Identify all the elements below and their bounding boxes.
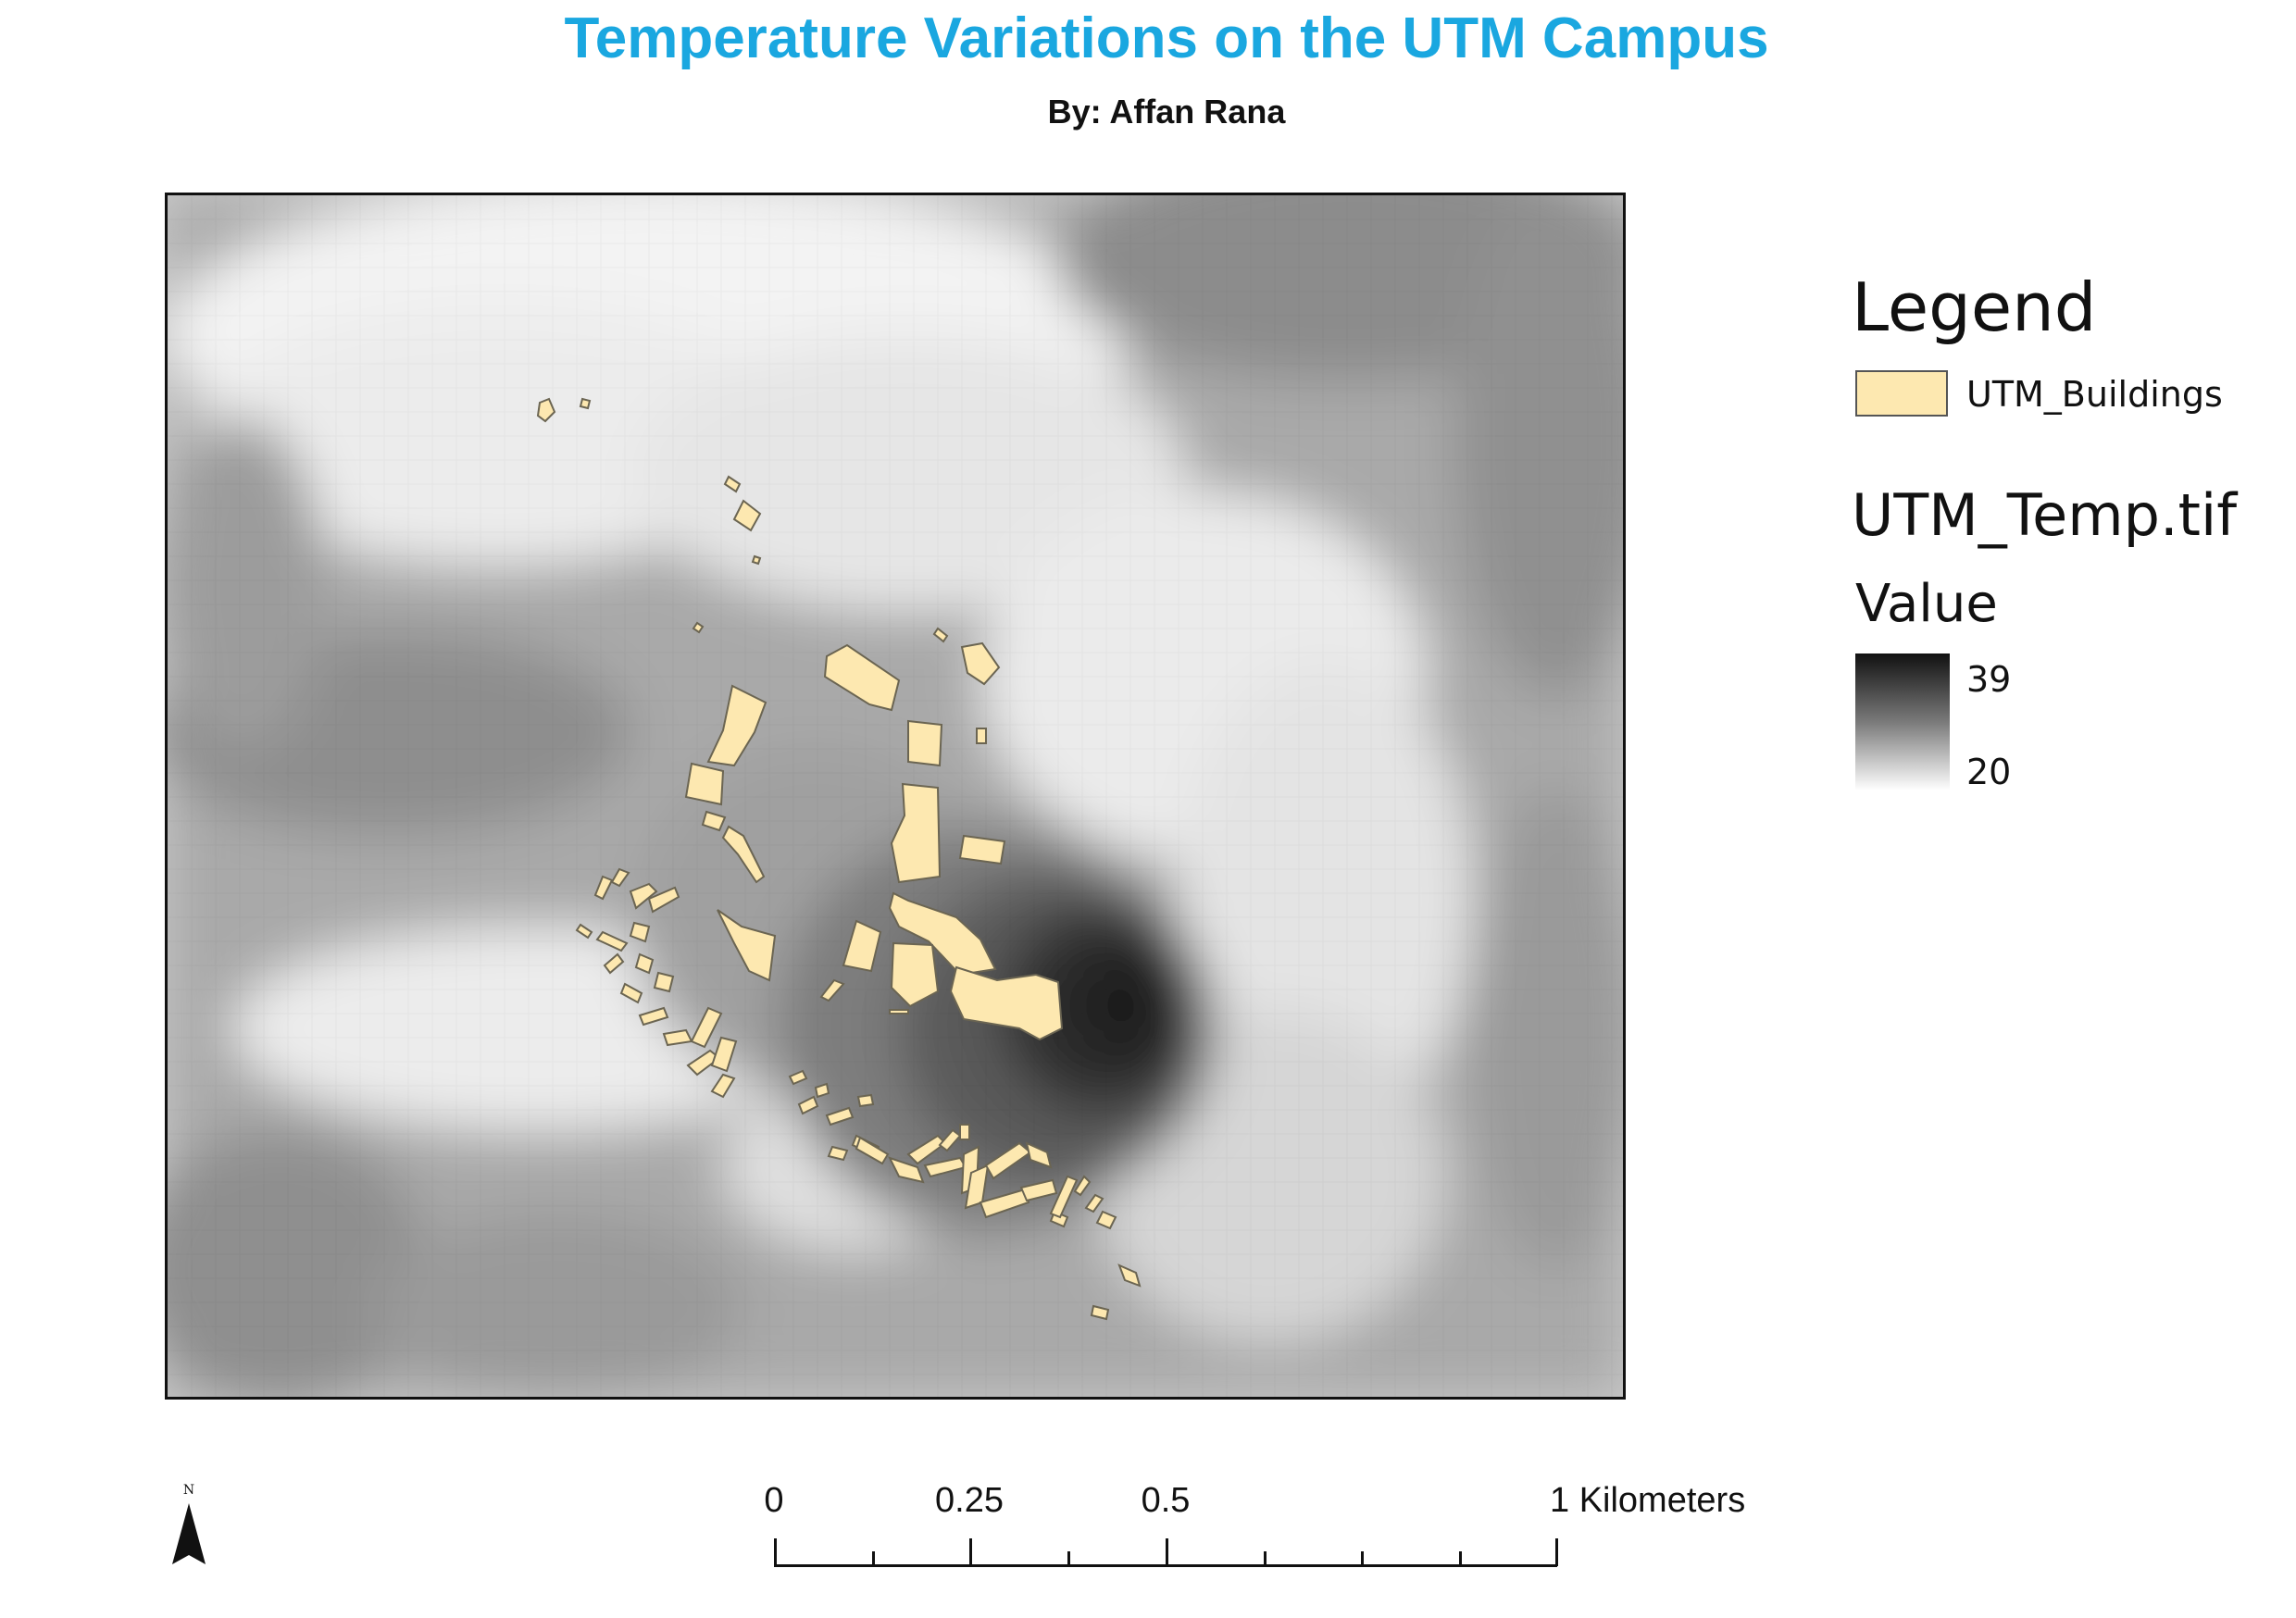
scale-tick bbox=[872, 1551, 875, 1566]
building-footprint bbox=[603, 952, 625, 975]
building-footprint bbox=[827, 1145, 849, 1162]
north-arrow-icon: N bbox=[168, 1481, 209, 1568]
building-footprint bbox=[629, 882, 658, 910]
building-footprint bbox=[856, 1093, 875, 1108]
building-footprint bbox=[1073, 1175, 1092, 1197]
map-subtitle: By: Affan Rana bbox=[1047, 93, 1286, 131]
building-footprint bbox=[814, 1082, 830, 1099]
building-footprint bbox=[701, 810, 727, 832]
building-footprint bbox=[855, 1136, 890, 1165]
scale-tick bbox=[1459, 1551, 1462, 1566]
building-footprint bbox=[819, 978, 845, 1002]
building-footprint bbox=[751, 554, 762, 566]
building-footprint bbox=[717, 909, 777, 982]
building-footprint bbox=[595, 930, 629, 952]
raster-pixel-grid bbox=[168, 195, 1623, 1397]
scale-tick bbox=[1555, 1538, 1558, 1566]
building-footprint bbox=[684, 762, 725, 806]
utm-buildings-layer bbox=[536, 397, 1142, 1321]
building-footprint bbox=[579, 397, 592, 410]
building-footprint bbox=[958, 834, 1006, 865]
legend-value-label: Value bbox=[1855, 574, 1998, 634]
building-footprint bbox=[647, 886, 680, 914]
scale-tick bbox=[969, 1538, 972, 1566]
building-footprint bbox=[723, 475, 742, 493]
scale-tick bbox=[1166, 1538, 1168, 1566]
legend-heading: Legend bbox=[1852, 268, 2097, 346]
building-footprint bbox=[907, 719, 943, 767]
building-footprint bbox=[1025, 1141, 1053, 1169]
legend-min-value: 20 bbox=[1966, 752, 2012, 792]
building-footprint bbox=[932, 627, 949, 643]
legend-buildings-label: UTM_Buildings bbox=[1966, 374, 2223, 415]
building-footprint bbox=[1084, 1193, 1104, 1214]
building-footprint bbox=[690, 1006, 723, 1049]
building-footprint bbox=[788, 1069, 808, 1086]
building-footprint bbox=[842, 919, 882, 973]
building-footprint bbox=[593, 875, 614, 901]
building-footprint bbox=[1090, 1304, 1110, 1321]
building-footprint bbox=[638, 1006, 669, 1027]
legend-raster-layer-label: UTM_Temp.tif bbox=[1852, 481, 2238, 549]
building-footprint bbox=[610, 867, 630, 888]
building-footprint bbox=[575, 923, 593, 940]
building-footprint bbox=[1095, 1210, 1117, 1230]
building-footprint bbox=[825, 1106, 855, 1126]
legend-max-value: 39 bbox=[1966, 659, 2012, 700]
building-footprint bbox=[619, 982, 643, 1004]
building-footprint bbox=[1019, 1178, 1058, 1202]
building-footprint bbox=[710, 1036, 738, 1073]
building-footprint bbox=[890, 941, 940, 1008]
scale-bar: 0 0.25 0.5 1 Kilometers bbox=[759, 1481, 1778, 1583]
building-footprint bbox=[653, 971, 675, 993]
scale-label-1km: 1 Kilometers bbox=[1550, 1481, 1746, 1520]
scale-label-025: 0.25 bbox=[935, 1481, 1004, 1520]
scale-label-05: 0.5 bbox=[1141, 1481, 1191, 1520]
building-footprint bbox=[662, 1028, 693, 1047]
building-footprint bbox=[823, 643, 901, 712]
building-footprint bbox=[634, 952, 655, 975]
building-footprint bbox=[959, 1124, 970, 1140]
building-footprint bbox=[721, 825, 766, 884]
building-footprint bbox=[1049, 1175, 1079, 1219]
building-footprint bbox=[797, 1095, 819, 1115]
building-footprint bbox=[732, 499, 762, 532]
map-frame[interactable] bbox=[165, 193, 1626, 1400]
building-footprint bbox=[979, 1188, 1030, 1219]
legend-buildings-swatch bbox=[1855, 370, 1948, 417]
scale-tick bbox=[774, 1538, 777, 1566]
building-footprint bbox=[888, 891, 997, 977]
scale-tick bbox=[1264, 1551, 1267, 1566]
building-footprint bbox=[890, 782, 942, 884]
building-footprint bbox=[889, 1009, 909, 1014]
building-footprint bbox=[1117, 1263, 1142, 1288]
scale-tick bbox=[1361, 1551, 1364, 1566]
building-footprint bbox=[692, 621, 705, 634]
building-footprint bbox=[976, 728, 987, 744]
building-footprint bbox=[536, 397, 556, 423]
building-footprint bbox=[629, 921, 651, 943]
map-title: Temperature Variations on the UTM Campus bbox=[564, 6, 1769, 70]
north-arrow-label: N bbox=[183, 1483, 194, 1498]
legend-color-ramp bbox=[1855, 653, 1950, 790]
temperature-raster-map[interactable] bbox=[168, 195, 1623, 1397]
scale-tick bbox=[1067, 1551, 1070, 1566]
building-footprint bbox=[706, 684, 767, 767]
building-footprint bbox=[710, 1073, 736, 1099]
scale-label-0: 0 bbox=[764, 1481, 784, 1520]
building-footprint bbox=[949, 965, 1064, 1041]
building-footprint bbox=[888, 1156, 925, 1184]
building-footprint bbox=[960, 641, 1001, 686]
